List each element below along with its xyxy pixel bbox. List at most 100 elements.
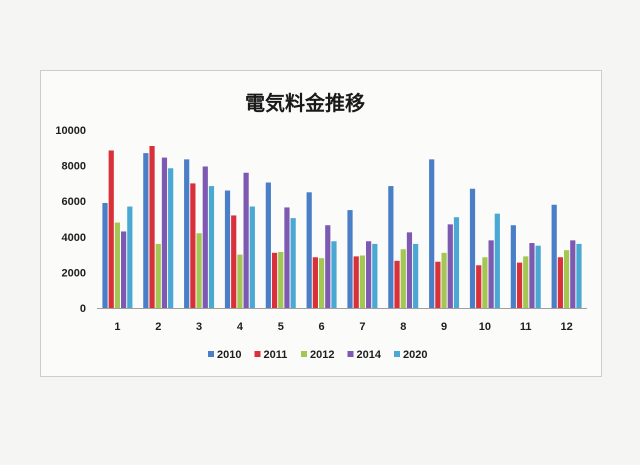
bar-2020-7 xyxy=(372,243,378,308)
bar-2014-7 xyxy=(366,241,372,308)
bar-2011-7 xyxy=(353,256,359,308)
bar-2014-12 xyxy=(570,240,576,308)
bar-2014-9 xyxy=(447,224,453,308)
legend-label: 2011 xyxy=(264,349,288,361)
legend-label: 2010 xyxy=(217,349,241,361)
x-tick-label: 8 xyxy=(400,321,406,333)
bar-2012-9 xyxy=(441,252,447,308)
bar-2014-6 xyxy=(325,225,331,308)
bar-2020-5 xyxy=(290,218,296,308)
chart-frame xyxy=(40,70,602,377)
legend-swatch xyxy=(301,351,307,357)
bar-2010-10 xyxy=(469,188,476,308)
bar-2010-5 xyxy=(265,182,271,308)
bar-2010-9 xyxy=(429,159,435,308)
x-tick-label: 10 xyxy=(479,321,491,333)
bars xyxy=(102,146,582,308)
bar-2020-11 xyxy=(535,245,541,308)
x-tick-label: 5 xyxy=(278,321,284,333)
x-tick-label: 6 xyxy=(319,321,325,333)
bar-2012-11 xyxy=(523,256,529,308)
legend-label: 2014 xyxy=(357,349,382,361)
bar-2012-2 xyxy=(155,243,161,308)
bar-2020-9 xyxy=(453,217,460,308)
bar-2010-1 xyxy=(102,202,108,308)
bar-2014-8 xyxy=(406,232,413,308)
bar-2020-12 xyxy=(576,243,582,308)
bar-2011-1 xyxy=(108,150,114,308)
bar-2010-7 xyxy=(347,210,353,308)
legend-item-2020: 2020 xyxy=(394,349,427,361)
legend-item-2014: 2014 xyxy=(347,349,382,361)
x-tick-label: 1 xyxy=(114,321,120,333)
bar-2011-3 xyxy=(190,183,196,308)
bar-2012-3 xyxy=(196,233,202,308)
bar-2011-10 xyxy=(476,265,482,308)
bar-2014-1 xyxy=(121,231,127,308)
bar-2014-3 xyxy=(202,166,208,308)
bar-2010-4 xyxy=(224,190,231,308)
bar-2011-8 xyxy=(394,260,400,308)
y-tick-label: 0 xyxy=(80,303,86,315)
bar-2012-12 xyxy=(563,250,570,308)
bar-2020-3 xyxy=(208,186,215,308)
x-tick-label: 4 xyxy=(237,321,244,333)
chart-title: 電気料金推移 xyxy=(245,91,365,115)
bar-2011-9 xyxy=(435,261,441,308)
bar-2010-3 xyxy=(184,159,190,308)
bar-2012-6 xyxy=(318,258,325,308)
legend-label: 2020 xyxy=(403,349,427,361)
x-tick-label: 12 xyxy=(560,321,572,333)
legend-swatch xyxy=(347,351,354,357)
bar-2014-2 xyxy=(161,157,168,308)
bar-2020-4 xyxy=(249,206,255,308)
x-tick-label: 7 xyxy=(359,321,365,333)
bar-2010-6 xyxy=(306,192,312,308)
x-tick-label: 11 xyxy=(520,321,532,333)
bar-2020-10 xyxy=(494,213,500,308)
legend-swatch xyxy=(254,351,261,357)
legend-item-2012: 2012 xyxy=(301,349,334,361)
bar-2020-2 xyxy=(168,168,174,308)
legend-label: 2012 xyxy=(310,349,334,361)
y-tick-label: 8000 xyxy=(62,161,86,173)
bar-2011-2 xyxy=(149,146,155,308)
bar-2014-10 xyxy=(488,240,494,308)
bar-2011-12 xyxy=(557,257,563,308)
y-tick-label: 2000 xyxy=(62,267,86,279)
x-axis-ticks: 1 2 3 4 5 6 7 8 9 10 11 12 xyxy=(114,321,572,333)
bar-2020-8 xyxy=(413,243,419,308)
bar-2012-8 xyxy=(400,249,406,308)
x-tick-label: 2 xyxy=(155,321,161,333)
bar-2012-1 xyxy=(114,222,121,308)
bar-2014-5 xyxy=(284,207,290,308)
y-axis-ticks: 0 2000 4000 6000 8000 10000 xyxy=(55,125,86,315)
legend-swatch xyxy=(394,351,400,357)
bar-2012-4 xyxy=(237,254,243,308)
y-tick-label: 6000 xyxy=(62,196,86,208)
bar-2011-5 xyxy=(271,252,278,308)
bar-2011-4 xyxy=(231,215,237,308)
bar-2010-11 xyxy=(510,225,516,308)
legend: 2010 2011 2012 2014 2020 xyxy=(208,349,427,361)
legend-item-2011: 2011 xyxy=(254,349,288,361)
bar-2014-11 xyxy=(529,243,535,308)
bar-2012-5 xyxy=(278,251,284,308)
bar-2011-6 xyxy=(312,257,318,308)
bar-2014-4 xyxy=(243,172,249,308)
legend-item-2010: 2010 xyxy=(208,349,241,361)
y-tick-label: 10000 xyxy=(55,125,86,137)
bar-2011-11 xyxy=(516,262,523,308)
bar-2010-12 xyxy=(551,204,557,308)
x-tick-label: 9 xyxy=(441,321,447,333)
y-tick-label: 4000 xyxy=(62,232,86,244)
x-tick-label: 3 xyxy=(196,321,202,333)
bar-2010-2 xyxy=(143,153,149,308)
legend-swatch xyxy=(208,351,214,357)
bar-2010-8 xyxy=(388,186,394,308)
bar-2012-10 xyxy=(482,257,488,308)
bar-2020-6 xyxy=(331,241,337,308)
bar-2020-1 xyxy=(127,206,133,308)
